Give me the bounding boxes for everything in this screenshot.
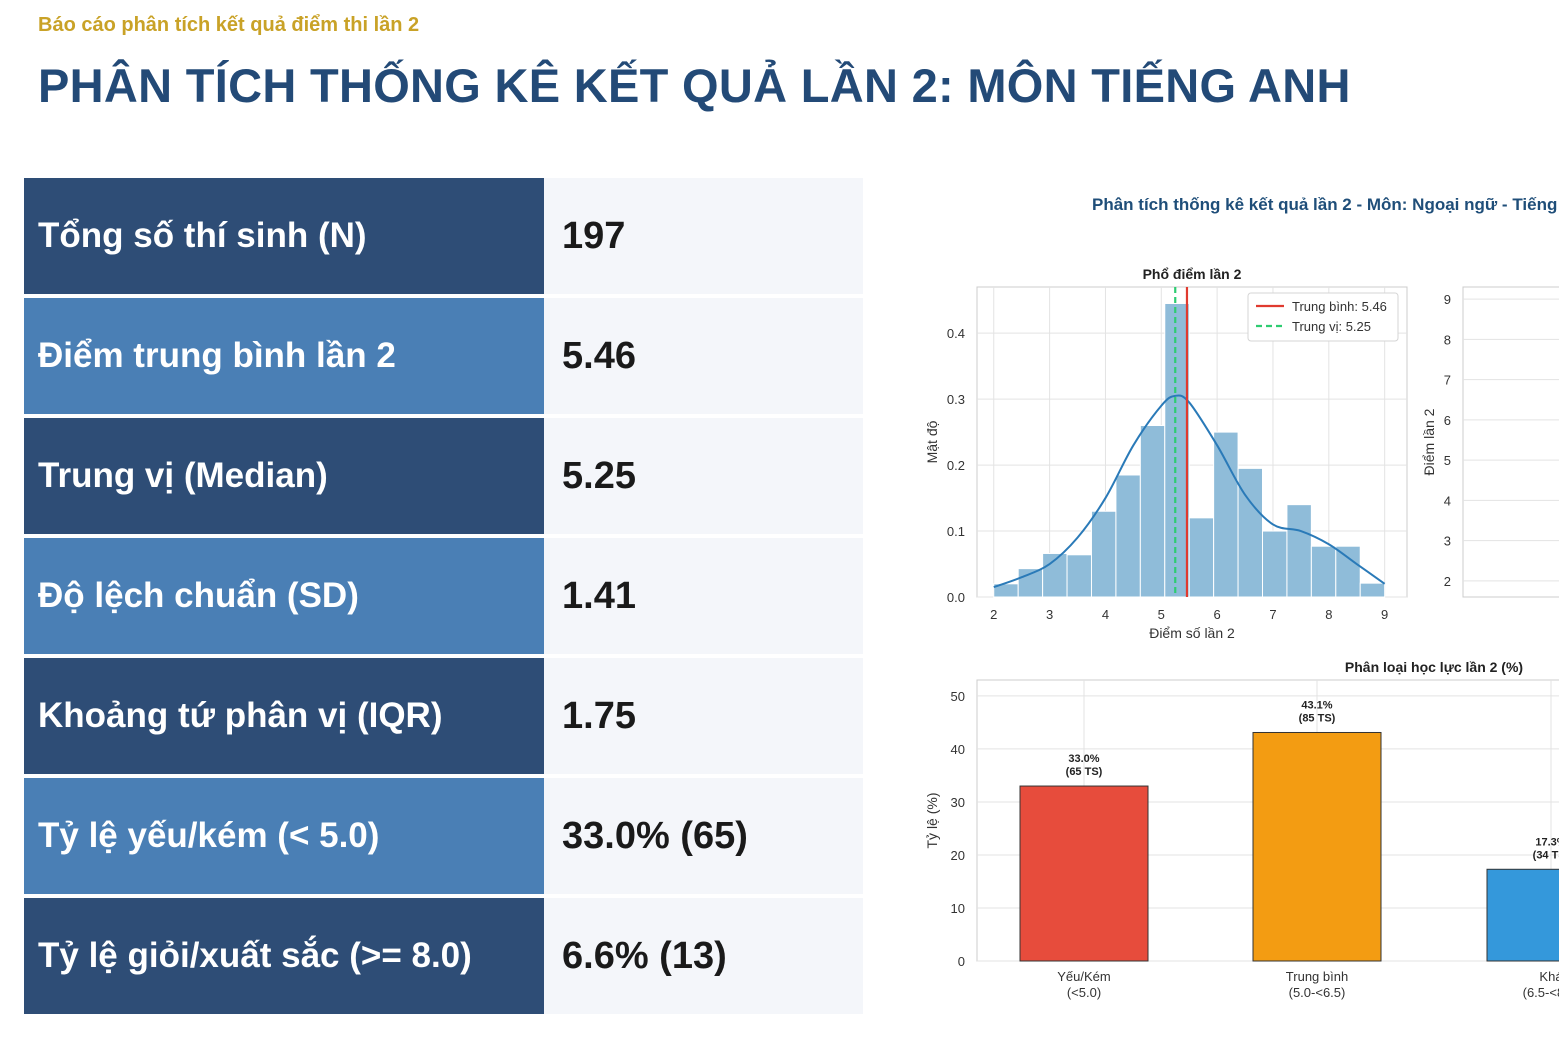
stats-table: Tổng số thí sinh (N) 197 Điểm trung bình… [24, 178, 863, 1018]
bar-value-label: 33.0% [1068, 753, 1099, 765]
hist-x-tick-label: 4 [1102, 607, 1109, 622]
report-subtitle: Báo cáo phân tích kết quả điểm thi lần 2 [38, 14, 420, 36]
bar-chart-title: Phân loại học lực lần 2 (%) [1345, 659, 1523, 675]
bar-category-range: (<5.0) [1067, 985, 1101, 1000]
hist-bar [1213, 431, 1239, 598]
bar-y-axis-label: Tỷ lệ (%) [924, 793, 940, 849]
bar-value-label: 17.3% [1535, 836, 1559, 848]
bar-y-tick-label: 40 [951, 742, 965, 757]
hist-x-tick-label: 6 [1214, 607, 1221, 622]
box-y-axis-label: Điểm lần 2 [1421, 408, 1437, 475]
stat-value: 197 [544, 178, 863, 294]
bar-value-label: 43.1% [1301, 699, 1332, 711]
hist-x-tick-label: 3 [1046, 607, 1053, 622]
stat-label: Trung vị (Median) [24, 418, 544, 534]
stat-row-iqr: Khoảng tứ phân vị (IQR) 1.75 [24, 658, 863, 778]
hist-y-tick-label: 0.2 [947, 458, 965, 473]
hist-title: Phổ điểm lần 2 [1143, 266, 1242, 282]
stat-row-excellent: Tỷ lệ giỏi/xuất sắc (>= 8.0) 6.6% (13) [24, 898, 863, 1018]
box-y-tick-label: 7 [1444, 373, 1451, 388]
hist-bar [1066, 554, 1092, 598]
stat-row-sd: Độ lệch chuẩn (SD) 1.41 [24, 538, 863, 658]
bar-y-tick-label: 20 [951, 848, 965, 863]
stat-label: Độ lệch chuẩn (SD) [24, 538, 544, 654]
box-y-tick-label: 2 [1444, 574, 1451, 589]
kde-curve [993, 394, 1386, 589]
stat-value: 6.6% (13) [544, 898, 863, 1014]
bar-category-label: Yếu/Kém [1057, 969, 1110, 984]
stat-label: Tổng số thí sinh (N) [24, 178, 544, 294]
bar-category-label: Trung bình [1286, 969, 1348, 984]
hist-bar [1359, 582, 1386, 598]
stat-row-median: Trung vị (Median) 5.25 [24, 418, 863, 538]
box-y-tick-label: 6 [1444, 413, 1451, 428]
bar-count-label: (85 TS) [1299, 712, 1336, 724]
stat-label: Tỷ lệ giỏi/xuất sắc (>= 8.0) [24, 898, 544, 1014]
bar [1019, 785, 1149, 962]
stat-value: 1.75 [544, 658, 863, 774]
classification-bar-chart: 0 10 20 30 40 50 33.0%(65 TS) Yếu/Kém(<5.0) 43.1… [924, 659, 1559, 1000]
stat-value: 33.0% (65) [544, 778, 863, 894]
bar-category-label: Khá [1539, 969, 1559, 984]
bar-count-label: (34 TS) [1533, 849, 1559, 861]
hist-bar [1090, 510, 1117, 598]
histogram-chart: 2 3 4 5 6 7 8 9 0.0 0.1 0.2 0.3 0.4 Trung bình: 5.46 T… [924, 266, 1408, 641]
bar-y-tick-label: 30 [951, 795, 965, 810]
box-y-tick-label: 5 [1444, 453, 1451, 468]
stat-value: 5.25 [544, 418, 863, 534]
bar-y-tick-label: 50 [951, 689, 965, 704]
hist-bar [1310, 545, 1337, 598]
stat-value: 5.46 [544, 298, 863, 414]
bar-y-tick-label: 0 [958, 954, 965, 969]
hist-legend [1247, 292, 1399, 342]
hist-bar [1164, 302, 1190, 598]
stat-value: 1.41 [544, 538, 863, 654]
hist-bar [1237, 467, 1264, 598]
hist-x-tick-label: 8 [1325, 607, 1332, 622]
page-title: PHÂN TÍCH THỐNG KÊ KẾT QUẢ LẦN 2: MÔN TI… [38, 59, 1351, 112]
bar-category-range: (5.0-<6.5) [1289, 985, 1346, 1000]
hist-bar [1188, 517, 1215, 598]
legend-label: Trung vị: 5.25 [1292, 319, 1371, 334]
hist-y-axis-label: Mật độ [924, 420, 940, 463]
bar [1252, 731, 1382, 962]
hist-x-axis-label: Điểm số lần 2 [1149, 625, 1235, 641]
hist-x-tick-label: 9 [1381, 607, 1388, 622]
hist-bar [1139, 425, 1166, 598]
stat-label: Tỷ lệ yếu/kém (< 5.0) [24, 778, 544, 894]
box-y-tick-label: 4 [1444, 493, 1451, 508]
hist-bar [1115, 474, 1141, 598]
stat-row-weak: Tỷ lệ yếu/kém (< 5.0) 33.0% (65) [24, 778, 863, 898]
figure-suptitle: Phân tích thống kê kết quả lần 2 - Môn: … [1092, 195, 1557, 214]
hist-bar [1262, 530, 1288, 598]
stat-row-total: Tổng số thí sinh (N) 197 [24, 178, 863, 298]
hist-x-tick-label: 7 [1269, 607, 1276, 622]
hist-y-tick-label: 0.0 [947, 590, 965, 605]
hist-y-tick-label: 0.4 [947, 326, 965, 341]
stat-row-mean: Điểm trung bình lần 2 5.46 [24, 298, 863, 418]
hist-y-tick-label: 0.3 [947, 392, 965, 407]
boxplot-chart: 2 3 4 5 6 7 8 9 Điểm lần 2 [1421, 286, 1559, 598]
figure-canvas: Phân tích thống kê kết quả lần 2 - Môn: … [924, 195, 1559, 1000]
hist-bar [1335, 545, 1361, 598]
stat-label: Khoảng tứ phân vị (IQR) [24, 658, 544, 774]
hist-x-tick-label: 2 [990, 607, 997, 622]
bar-count-label: (65 TS) [1066, 766, 1103, 778]
hist-bar [1042, 552, 1068, 598]
box-y-tick-label: 8 [1444, 332, 1451, 347]
box-plot-area [1462, 286, 1559, 598]
hist-x-tick-label: 5 [1158, 607, 1165, 622]
stat-label: Điểm trung bình lần 2 [24, 298, 544, 414]
hist-bar [1286, 504, 1312, 598]
bar-y-tick-label: 10 [951, 901, 965, 916]
hist-y-tick-label: 0.1 [947, 524, 965, 539]
box-y-tick-label: 9 [1444, 292, 1451, 307]
analysis-figure: Phân tích thống kê kết quả lần 2 - Môn: … [880, 180, 1559, 1039]
bar [1486, 868, 1559, 962]
bar-category-range: (6.5-<8.0) [1523, 985, 1559, 1000]
legend-label: Trung bình: 5.46 [1292, 299, 1387, 314]
box-y-tick-label: 3 [1444, 534, 1451, 549]
